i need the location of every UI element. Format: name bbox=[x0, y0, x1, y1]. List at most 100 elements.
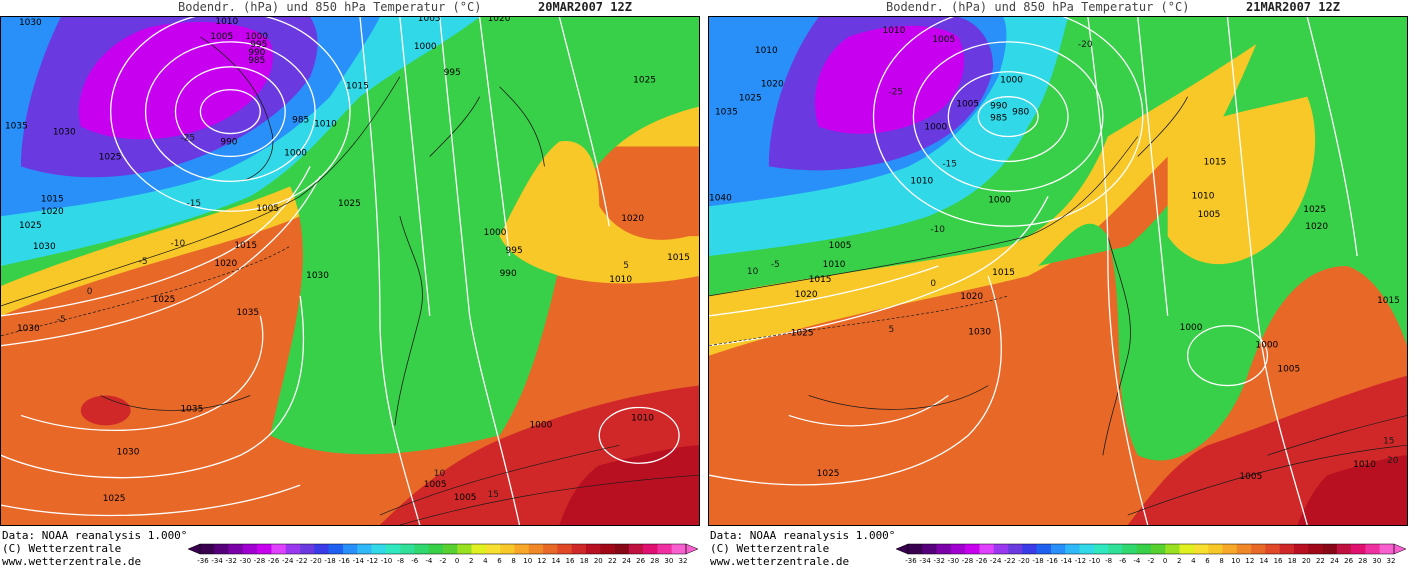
pressure-label: 1025 bbox=[1303, 205, 1326, 215]
map-panel-21mar: Bodendr. (hPa) und 850 hPa Temperatur (°… bbox=[708, 0, 1410, 586]
pressure-label: 1010 bbox=[910, 176, 933, 186]
legend-tick-label: 14 bbox=[551, 557, 560, 565]
legend-swatch bbox=[1093, 544, 1109, 554]
isotherm-labels: -25 -15 -10 -5 0 -5 10 15 5 bbox=[57, 134, 629, 501]
isotherm-label: -5 bbox=[139, 257, 148, 267]
legend-tick-label: -24 bbox=[282, 557, 294, 565]
pressure-label: 1005 bbox=[418, 17, 441, 24]
pressure-label: 1000 bbox=[284, 148, 307, 158]
legend-swatch bbox=[1336, 544, 1352, 554]
legend-tick-label: 24 bbox=[622, 557, 631, 565]
legend-arrow-high bbox=[1393, 543, 1407, 555]
temp-band-yellow-east bbox=[1167, 96, 1316, 265]
legend-tick-label: -6 bbox=[411, 557, 419, 565]
chart-title: Bodendr. (hPa) und 850 hPa Temperatur (°… bbox=[886, 0, 1190, 14]
temp-band-magenta bbox=[78, 21, 273, 140]
legend-tick-label: -16 bbox=[1046, 557, 1058, 565]
legend-tick-label: -32 bbox=[226, 557, 237, 565]
legend-tick-label: 2 bbox=[1177, 557, 1181, 565]
pressure-label: 1015 bbox=[809, 275, 832, 285]
pressure-label: 1010 bbox=[823, 260, 846, 270]
legend-swatch bbox=[328, 544, 344, 554]
pressure-label: 1025 bbox=[739, 94, 762, 104]
legend-swatch bbox=[671, 544, 687, 554]
credit-copyright: (C) Wetterzentrale bbox=[2, 542, 122, 555]
legend-tick-label: 26 bbox=[1344, 557, 1353, 565]
isotherm-label: -25 bbox=[888, 88, 903, 98]
credit-url[interactable]: www.wetterzentrale.de bbox=[710, 555, 850, 568]
pressure-label: 1035 bbox=[5, 122, 28, 132]
legend-tick-label: -30 bbox=[948, 557, 959, 565]
legend-tick-label: 28 bbox=[1358, 557, 1367, 565]
legend-swatch bbox=[271, 544, 287, 554]
legend-swatch bbox=[643, 544, 658, 554]
pressure-label: 1030 bbox=[33, 242, 56, 252]
pressure-label: 1005 bbox=[424, 480, 447, 490]
pressure-label: 1030 bbox=[117, 447, 140, 457]
pressure-label: 1030 bbox=[306, 271, 329, 281]
pressure-label: 1005 bbox=[1198, 210, 1221, 220]
credit-data: Data: NOAA reanalysis 1.000° bbox=[2, 529, 188, 542]
isotherm-label: -5 bbox=[771, 260, 780, 270]
legend-border bbox=[907, 543, 1395, 555]
legend-swatch bbox=[285, 544, 301, 554]
legend-swatch bbox=[1365, 544, 1381, 554]
weather-map-svg: 1010 1005 1010 1020 1025 1035 1040 1000 … bbox=[709, 17, 1407, 525]
pressure-label: 1005 bbox=[454, 493, 477, 503]
legend-tick-label: -10 bbox=[1089, 557, 1100, 565]
pressure-label: 1035 bbox=[236, 308, 259, 318]
pressure-label: 1025 bbox=[103, 494, 126, 504]
legend-swatch bbox=[443, 544, 458, 554]
isotherm-label: -10 bbox=[930, 225, 945, 235]
legend-swatch bbox=[485, 544, 501, 554]
legend-tick-label: -12 bbox=[367, 557, 378, 565]
pressure-label: 1015 bbox=[667, 253, 690, 263]
legend-tick-label: -34 bbox=[211, 557, 223, 565]
legend-swatch bbox=[514, 544, 530, 554]
legend-tick-label: 22 bbox=[608, 557, 617, 565]
isotherm-label: 5 bbox=[888, 325, 894, 335]
pressure-label: 1010 bbox=[883, 26, 906, 36]
legend-swatch bbox=[614, 544, 630, 554]
pressure-label: 1010 bbox=[1192, 191, 1215, 201]
legend-swatch bbox=[357, 544, 372, 554]
legend-tick-label: -26 bbox=[268, 557, 280, 565]
legend-swatch bbox=[628, 544, 644, 554]
legend-swatch bbox=[1193, 544, 1209, 554]
isotherm-label: 0 bbox=[930, 279, 936, 289]
pressure-label: 1005 bbox=[210, 32, 233, 42]
pressure-label: 985 bbox=[248, 56, 265, 66]
credit-url[interactable]: www.wetterzentrale.de bbox=[2, 555, 142, 568]
legend-swatch bbox=[1065, 544, 1080, 554]
legend-swatch bbox=[1165, 544, 1180, 554]
credits: Data: NOAA reanalysis 1.000° (C) Wetterz… bbox=[2, 529, 187, 568]
legend-tick-label: -4 bbox=[425, 557, 433, 565]
isotherm-label: -10 bbox=[171, 239, 186, 249]
legend-swatch bbox=[314, 544, 329, 554]
pressure-label: 1030 bbox=[17, 324, 40, 334]
legend-tick-label: -2 bbox=[1148, 557, 1155, 565]
pressure-label: 1035 bbox=[715, 108, 738, 118]
legend-tick-label: -20 bbox=[1018, 557, 1029, 565]
legend-tick-label: 30 bbox=[664, 557, 673, 565]
legend-swatch bbox=[1151, 544, 1166, 554]
pressure-label: 1025 bbox=[338, 199, 361, 209]
pressure-label: 1030 bbox=[53, 128, 76, 138]
legend-swatch bbox=[1022, 544, 1037, 554]
legend-swatch bbox=[400, 544, 415, 554]
pressure-label: 1000 bbox=[245, 32, 268, 42]
legend-swatch bbox=[936, 544, 952, 554]
legend-swatch bbox=[1379, 544, 1395, 554]
pressure-label: 990 bbox=[990, 102, 1007, 112]
legend-tick-label: -26 bbox=[976, 557, 988, 565]
credit-data: Data: NOAA reanalysis 1.000° bbox=[710, 529, 896, 542]
pressure-label: 1015 bbox=[1204, 157, 1227, 167]
legend-tick-label: -36 bbox=[905, 557, 917, 565]
pressure-label: 1025 bbox=[153, 295, 176, 305]
pressure-label: 1005 bbox=[256, 204, 279, 214]
legend-swatch bbox=[1351, 544, 1366, 554]
legend-swatch bbox=[1036, 544, 1052, 554]
pressure-label: 990 bbox=[248, 48, 265, 58]
legend-tick-label: -8 bbox=[397, 557, 404, 565]
legend-swatch bbox=[1236, 544, 1252, 554]
